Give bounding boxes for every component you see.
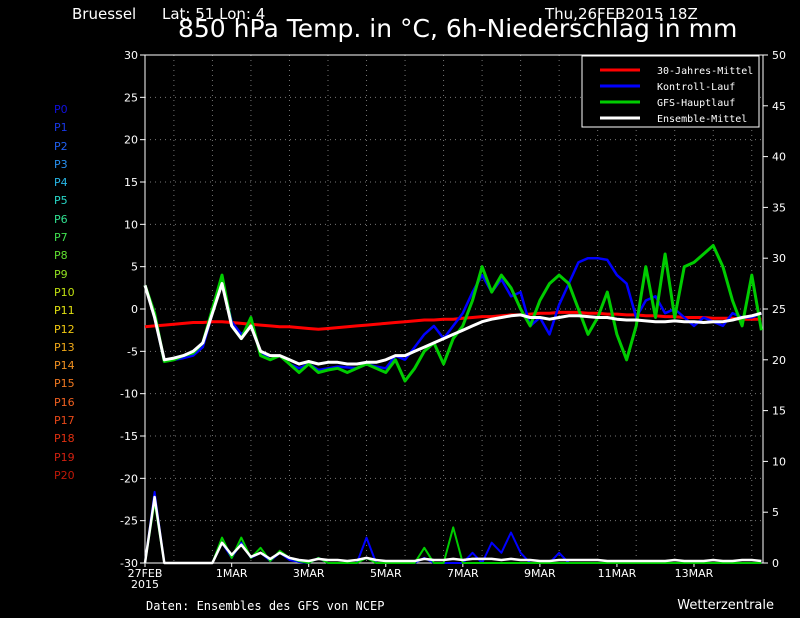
temp-line — [143, 244, 763, 383]
y-tick-label-right: 0 — [772, 557, 779, 570]
y-tick-label-right: 15 — [772, 405, 786, 418]
legend-label: GFS-Hauptlauf — [657, 98, 735, 109]
chart-title: 850 hPa Temp. in °C, 6h-Niederschlag in … — [178, 14, 738, 43]
y-tick-label-left: -20 — [120, 472, 138, 485]
legend-label: 30-Jahres-Mittel — [657, 66, 753, 77]
brand-label: Wetterzentrale — [677, 598, 774, 613]
precip-line — [143, 495, 762, 565]
x-year-label: 2015 — [131, 578, 159, 591]
member-label: P19 — [54, 450, 75, 464]
x-tick-label: 13MAR — [675, 567, 714, 580]
y-tick-label-left: 10 — [124, 218, 138, 231]
coords-label: Lat: 51 Lon: 4 — [162, 5, 266, 23]
member-list: P0 P1 P2 P3 P4 P5 P6 P7 P8 P9 P10 P11 P12 P13 P14 P15 P1… — [54, 101, 75, 485]
y-tick-label-right: 45 — [772, 100, 786, 113]
y-tick-label-left: 0 — [131, 303, 138, 316]
x-tick-label: 9MAR — [524, 567, 556, 580]
legend-label: Kontroll-Lauf — [657, 82, 735, 93]
x-tick-label: 1MAR — [216, 567, 248, 580]
legend-label: Ensemble-Mittel — [657, 114, 747, 125]
member-label: P20 — [54, 468, 75, 482]
member-label: P5 — [54, 194, 68, 208]
y-tick-label-right: 30 — [772, 252, 786, 265]
member-label: P8 — [54, 249, 68, 263]
y-tick-label-left: 25 — [124, 91, 138, 104]
member-label: P15 — [54, 377, 75, 391]
y-tick-label-left: 5 — [131, 261, 138, 274]
member-label: P13 — [54, 340, 75, 354]
y-tick-label-left: -30 — [120, 557, 138, 570]
member-label: P11 — [54, 304, 75, 318]
y-tick-label-right: 10 — [772, 455, 786, 468]
run-time-label: Thu,26FEB2015 18Z — [545, 5, 698, 23]
member-label: P0 — [54, 103, 68, 116]
temp-line — [143, 282, 762, 366]
member-label: P1 — [54, 121, 68, 135]
member-label: P2 — [54, 139, 68, 153]
legend-box — [581, 55, 760, 128]
y-tick-label-right: 25 — [772, 303, 786, 316]
y-tick-label-right: 50 — [772, 49, 786, 62]
member-label: P14 — [54, 359, 75, 373]
y-tick-label-left: 15 — [124, 176, 138, 189]
y-tick-label-left: 20 — [124, 134, 138, 147]
member-label: P6 — [54, 212, 68, 226]
y-tick-label-left: -10 — [120, 388, 138, 401]
member-label: P3 — [54, 157, 68, 171]
y-tick-label-right: 20 — [772, 354, 786, 367]
member-label: P16 — [54, 395, 75, 409]
y-tick-label-left: 30 — [124, 49, 138, 62]
precip-line — [144, 501, 762, 564]
x-tick-label: 7MAR — [447, 567, 479, 580]
member-label: P17 — [54, 414, 75, 428]
member-label: P18 — [54, 432, 75, 446]
member-label: P12 — [54, 322, 75, 336]
y-tick-label-right: 40 — [772, 151, 786, 164]
location-label: Bruessel — [72, 5, 137, 23]
x-tick-label: 5MAR — [370, 567, 402, 580]
y-tick-label-left: -5 — [127, 345, 138, 358]
member-label: P4 — [54, 176, 68, 190]
x-tick-label: 3MAR — [293, 567, 325, 580]
data-source-label: Daten: Ensembles des GFS von NCEP — [146, 599, 385, 613]
y-tick-label-left: -25 — [120, 515, 138, 528]
member-label: P10 — [54, 285, 75, 299]
member-label: P9 — [54, 267, 68, 281]
y-tick-label-left: -15 — [120, 430, 138, 443]
x-tick-label: 27FEB — [128, 567, 163, 580]
x-tick-label: 11MAR — [598, 567, 637, 580]
y-tick-label-right: 5 — [772, 506, 779, 519]
member-label: P7 — [54, 231, 68, 245]
y-tick-label-right: 35 — [772, 201, 786, 214]
